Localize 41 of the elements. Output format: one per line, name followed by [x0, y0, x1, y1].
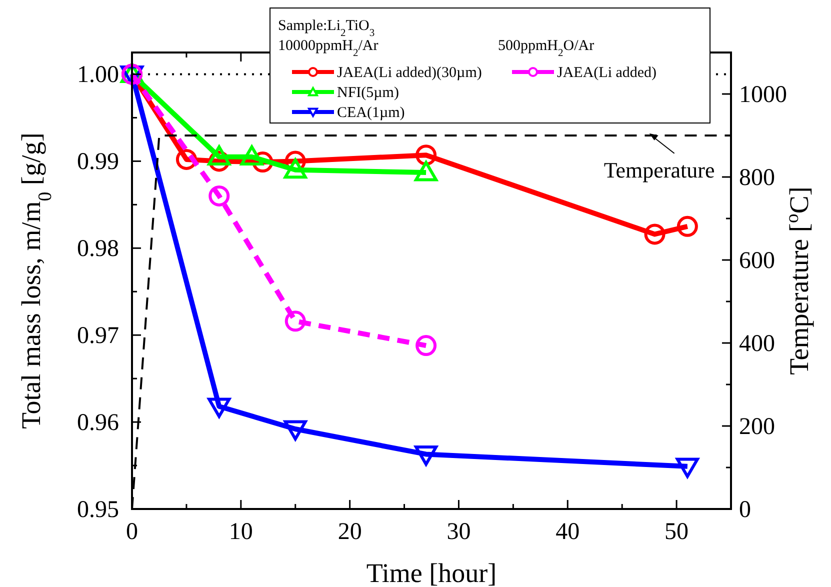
y2-tick-label: 200	[739, 414, 775, 440]
point	[284, 420, 307, 441]
point	[414, 446, 438, 466]
y-tick-label: 0.99	[77, 149, 119, 176]
point	[416, 144, 437, 166]
y2-tick-label: 600	[739, 248, 775, 274]
point	[676, 458, 699, 478]
x-tick-label: 20	[338, 519, 362, 545]
y-tick-label: 0.97	[77, 323, 119, 350]
legend-label: CEA(1µm)	[337, 105, 405, 121]
point	[208, 185, 230, 206]
x-tick-label: 0	[126, 519, 138, 545]
y2-tick-label: 800	[739, 165, 775, 191]
annotation: Temperature	[604, 157, 715, 182]
annotation: 500ppmH$_{2}$O/Ar	[498, 38, 594, 58]
legend-title: Sample:Li$_{2}$TiO$_{3}$	[278, 18, 375, 38]
x-tick-label: 30	[446, 519, 471, 545]
y-tick-label: 1.00	[77, 62, 119, 88]
point	[644, 224, 666, 245]
x-tick-label: 50	[664, 519, 689, 545]
legend-label: JAEA(Li added)(30µm)	[337, 65, 482, 81]
point	[676, 216, 698, 237]
point	[240, 145, 264, 166]
point	[208, 398, 231, 418]
point	[284, 158, 307, 179]
legend-label: JAEA(Li added)	[557, 65, 657, 81]
y-tick-label: 0.96	[77, 410, 119, 436]
point	[284, 310, 306, 332]
x-tick-label: 40	[556, 519, 580, 545]
annotation: 10000ppmH$_{2}$/Ar	[278, 38, 378, 58]
y2-tick-label: 1000	[739, 82, 787, 108]
point	[208, 145, 231, 166]
point	[416, 335, 437, 356]
x-tick-label: 10	[228, 519, 253, 545]
x-axis-title: Time [hour]	[366, 558, 497, 587]
y2-tick-label: 400	[739, 331, 775, 357]
y-tick-label: 0.95	[77, 497, 119, 523]
y2-tick-label: 0	[739, 497, 751, 523]
point	[414, 160, 438, 182]
legend-label: NFI(5µm)	[337, 85, 399, 101]
y-tick-label: 0.98	[77, 236, 119, 262]
